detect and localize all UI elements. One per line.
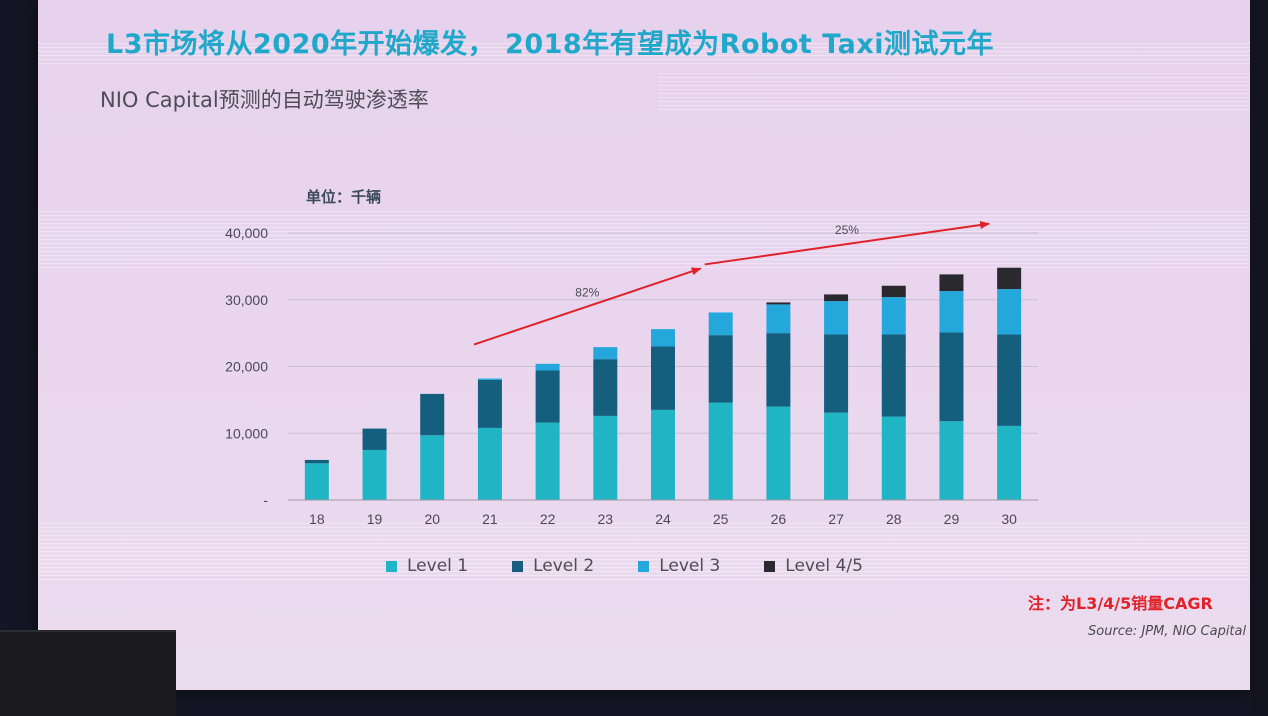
bar-segment-level2 — [939, 332, 964, 422]
bar-segment-level45 — [939, 274, 964, 292]
x-tick-label: 23 — [598, 511, 614, 527]
unit-label: 单位：千辆 — [306, 188, 382, 206]
bars — [304, 267, 1022, 500]
bar-segment-level1 — [997, 425, 1022, 500]
bar-segment-level1 — [362, 449, 387, 500]
bar-segment-level2 — [997, 334, 1022, 426]
bar-segment-level3 — [477, 378, 502, 380]
bar-segment-level45 — [881, 285, 906, 298]
y-axis: - 10,000 20,000 30,000 40,000 — [225, 225, 268, 508]
bar-segment-level2 — [881, 334, 906, 417]
legend-item-level3: Level 3 — [638, 556, 720, 576]
bar-segment-level3 — [708, 312, 733, 336]
bar-segment-level1 — [304, 463, 329, 500]
bar-segment-level2 — [708, 335, 733, 403]
legend-item-level1: Level 1 — [386, 556, 468, 576]
bar-segment-level3 — [535, 363, 560, 371]
x-tick-label: 24 — [655, 511, 671, 527]
slide: L3市场将从2020年开始爆发， 2018年有望成为Robot Taxi测试元年… — [38, 0, 1250, 690]
bar-segment-level1 — [420, 435, 445, 500]
bar-segment-level45 — [997, 267, 1022, 290]
bar-segment-level1 — [708, 402, 733, 500]
bar-segment-level3 — [997, 289, 1022, 335]
cagr-note: 注：为L3/4/5销量CAGR — [1028, 594, 1213, 613]
bar-segment-level2 — [420, 393, 445, 436]
legend-label-level3: Level 3 — [659, 556, 721, 576]
bar-segment-level1 — [766, 406, 791, 500]
legend-label-level1: Level 1 — [407, 556, 469, 576]
source-citation: Source: JPM, NIO Capital — [1088, 624, 1247, 639]
bar-segment-level2 — [304, 459, 329, 464]
x-tick-label: 27 — [828, 511, 844, 527]
bar-segment-level2 — [477, 379, 502, 428]
x-tick-label: 21 — [482, 511, 498, 527]
x-tick-label: 30 — [1001, 511, 1017, 527]
legend-item-level45: Level 4/5 — [764, 556, 863, 576]
x-tick-label: 18 — [309, 511, 325, 527]
bar-segment-level2 — [362, 428, 387, 450]
bar-segment-level1 — [535, 422, 560, 500]
bar-segment-level2 — [766, 333, 791, 407]
legend-label-level2: Level 2 — [533, 556, 595, 576]
legend-item-level2: Level 2 — [512, 556, 594, 576]
bar-segment-level2 — [651, 346, 675, 410]
x-tick-label: 22 — [540, 511, 556, 527]
y-tick-label: 20,000 — [225, 359, 268, 375]
growth-label: 25% — [835, 223, 859, 237]
growth-annotations: 82% 25% — [473, 221, 991, 346]
y-tick-label: - — [263, 492, 268, 508]
bar-segment-level2 — [593, 359, 618, 416]
bar-segment-level1 — [477, 427, 502, 500]
bar-segment-level1 — [593, 415, 618, 500]
bar-segment-level1 — [824, 412, 849, 500]
legend: Level 1 Level 2 Level 3 Level 4/5 — [386, 556, 863, 576]
legend-swatch-level45 — [764, 560, 776, 572]
bar-segment-level1 — [651, 409, 675, 500]
growth-label: 82% — [575, 285, 599, 299]
bar-segment-level3 — [766, 304, 791, 334]
x-tick-label: 29 — [944, 511, 960, 527]
chart-subtitle: NIO Capital预测的自动驾驶渗透率 — [100, 88, 429, 112]
bar-segment-level3 — [593, 347, 618, 360]
growth-arrow — [704, 221, 991, 266]
y-tick-label: 30,000 — [225, 292, 268, 308]
legend-swatch-level3 — [638, 560, 650, 572]
x-tick-label: 28 — [886, 511, 902, 527]
x-axis: 18 19 20 21 22 23 24 25 26 27 28 29 30 — [288, 499, 1038, 527]
x-tick-label: 19 — [367, 511, 383, 527]
legend-swatch-level1 — [386, 560, 397, 572]
bar-segment-level3 — [881, 297, 906, 335]
background-edge — [1250, 0, 1268, 714]
x-tick-label: 26 — [771, 511, 787, 527]
legend-label-level45: Level 4/5 — [785, 556, 863, 576]
bar-segment-level2 — [535, 370, 560, 423]
bar-segment-level1 — [939, 421, 964, 500]
y-tick-label: 40,000 — [225, 225, 268, 241]
bar-segment-level2 — [824, 334, 849, 413]
growth-arrow — [473, 267, 702, 346]
stacked-bar-chart: - 10,000 20,000 30,000 40,000 18 19 20 21 22 23 24… — [225, 221, 1038, 527]
bar-segment-level3 — [651, 329, 675, 347]
bar-segment-level3 — [939, 291, 964, 333]
bar-segment-level3 — [824, 301, 849, 335]
podium — [0, 630, 176, 716]
bar-segment-level45 — [824, 294, 849, 302]
bar-segment-level1 — [881, 416, 906, 500]
x-tick-label: 25 — [713, 511, 729, 527]
legend-swatch-level2 — [512, 560, 524, 572]
slide-title: L3市场将从2020年开始爆发， 2018年有望成为Robot Taxi测试元年 — [106, 29, 995, 60]
y-tick-label: 10,000 — [225, 425, 268, 441]
x-tick-label: 20 — [424, 511, 440, 527]
bar-segment-level45 — [766, 302, 791, 305]
